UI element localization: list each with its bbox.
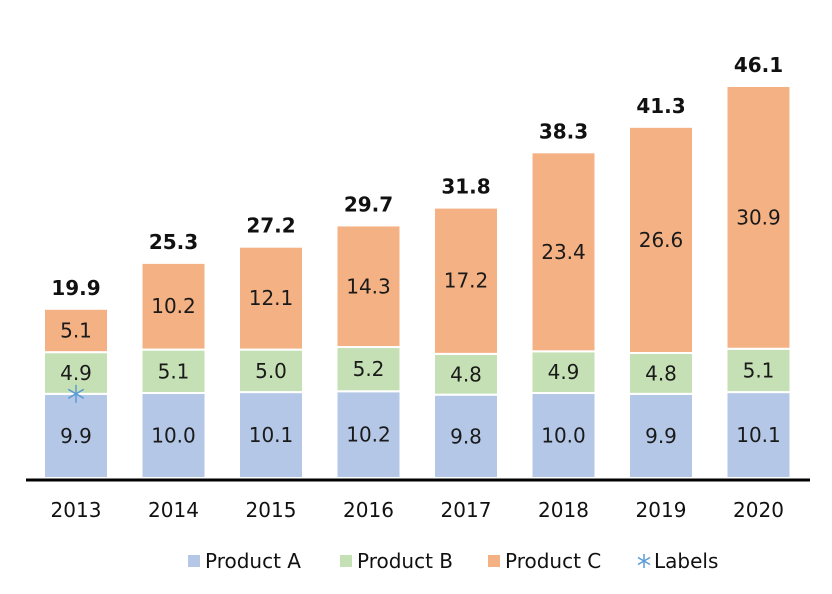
segment-label: 10.1 xyxy=(249,423,294,447)
labels-marker-icon xyxy=(67,384,85,403)
bar-segment-product-a-2017 xyxy=(433,393,499,480)
x-tick-label: 2017 xyxy=(441,498,492,522)
bar-segment-product-a-2013 xyxy=(43,392,109,479)
legend: Product A Product B Product C Labels xyxy=(188,549,718,573)
segment-label: 5.0 xyxy=(255,359,287,383)
legend-swatch-product-c xyxy=(488,555,500,567)
bar-segment-product-b-2016 xyxy=(335,346,402,393)
segment-label: 5.2 xyxy=(353,357,385,381)
bar-segment-product-c-2013 xyxy=(43,307,109,354)
segment-label: 12.1 xyxy=(249,286,294,310)
total-label: 25.3 xyxy=(149,230,198,254)
segment-label: 26.6 xyxy=(639,228,684,252)
bar-segment-product-c-2015 xyxy=(238,245,304,351)
bar-segment-product-a-2018 xyxy=(530,391,597,480)
total-label: 41.3 xyxy=(636,94,685,118)
segment-label: 10.0 xyxy=(151,423,196,447)
bars-layer xyxy=(43,85,792,480)
segment-label: 4.8 xyxy=(450,362,482,386)
total-label: 19.9 xyxy=(51,276,100,300)
bar-segment-product-c-2017 xyxy=(433,206,499,355)
segment-label: 9.8 xyxy=(450,424,482,448)
segment-label: 4.9 xyxy=(548,360,580,384)
bar-segment-product-b-2015 xyxy=(238,348,304,394)
legend-label: Labels xyxy=(654,549,718,573)
bar-segment-product-b-2018 xyxy=(530,350,597,394)
segment-label: 17.2 xyxy=(444,269,489,293)
x-tick-label: 2015 xyxy=(246,498,297,522)
bar-segment-product-a-2014 xyxy=(140,391,207,480)
segment-label: 10.2 xyxy=(151,294,196,318)
x-axis-ticks: 2013 2014 2015 2016 2017 2018 2019 2020 xyxy=(51,498,784,522)
x-tick-label: 2018 xyxy=(538,498,589,522)
x-tick-label: 2013 xyxy=(51,498,102,522)
bar-segment-product-a-2015 xyxy=(238,391,304,479)
segment-label: 23.4 xyxy=(541,240,586,264)
legend-label: Product A xyxy=(205,549,301,573)
total-label: 46.1 xyxy=(734,53,783,77)
total-label: 29.7 xyxy=(344,192,393,216)
bar-segment-product-c-2018 xyxy=(530,151,597,353)
bar-segment-product-a-2019 xyxy=(628,392,694,479)
legend-swatch-product-b xyxy=(340,555,352,567)
bar-segment-product-c-2014 xyxy=(140,261,207,351)
x-tick-label: 2014 xyxy=(148,498,199,522)
segment-label: 10.0 xyxy=(541,423,586,447)
segment-label: 5.1 xyxy=(60,318,92,342)
legend-asterisk-icon xyxy=(637,554,651,568)
segment-label: 10.2 xyxy=(346,423,391,447)
total-label: 38.3 xyxy=(539,119,588,143)
segment-label: 9.9 xyxy=(60,424,92,448)
segment-label: 14.3 xyxy=(346,274,391,298)
x-tick-label: 2020 xyxy=(733,498,784,522)
total-label: 31.8 xyxy=(441,175,490,199)
segment-label: 4.8 xyxy=(645,361,677,385)
bar-segment-product-c-2020 xyxy=(725,85,792,350)
segment-label: 9.9 xyxy=(645,424,677,448)
bar-segment-product-a-2016 xyxy=(335,390,402,480)
legend-swatch-product-a xyxy=(188,555,200,567)
bar-segment-product-b-2019 xyxy=(628,352,694,395)
x-tick-label: 2019 xyxy=(636,498,687,522)
legend-label: Product C xyxy=(505,549,601,573)
legend-label: Product B xyxy=(357,549,453,573)
segment-label: 5.1 xyxy=(158,359,190,383)
total-label: 27.2 xyxy=(246,214,295,238)
segment-label: 10.1 xyxy=(736,423,781,447)
segment-label: 5.1 xyxy=(743,358,775,382)
segment-label: 30.9 xyxy=(736,205,781,229)
bar-segment-product-c-2019 xyxy=(628,125,694,355)
segment-label: 4.9 xyxy=(60,361,92,385)
x-tick-label: 2016 xyxy=(343,498,394,522)
labels-layer: 9.9 4.9 5.1 19.9 10.0 5.1 10.2 25.3 10.1 5.0 12.1 2… xyxy=(51,53,783,448)
bar-segment-product-c-2016 xyxy=(335,224,402,349)
